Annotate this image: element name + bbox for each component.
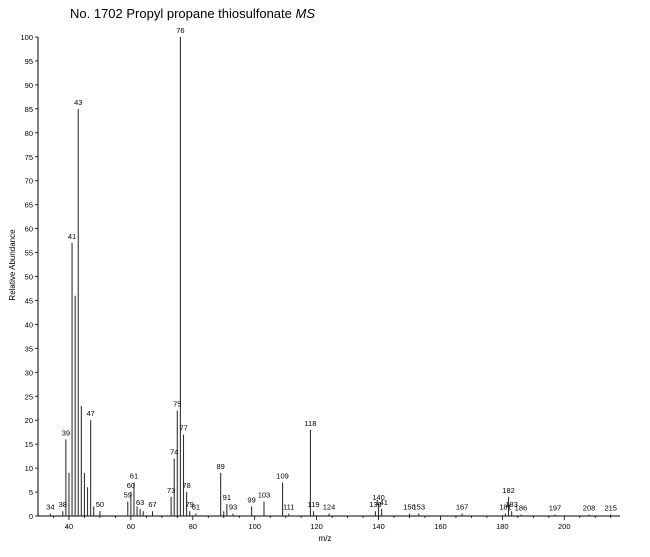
peak-label: 81 bbox=[192, 503, 200, 512]
peak-label: 75 bbox=[173, 400, 181, 409]
peak-label: 78 bbox=[182, 481, 190, 490]
peak-label: 34 bbox=[46, 503, 54, 512]
peak-label: 124 bbox=[323, 503, 336, 512]
peak-label: 93 bbox=[229, 503, 237, 512]
chart-title: No. 1702 Propyl propane thiosulfonate MS bbox=[70, 6, 315, 21]
y-tick-label: 65 bbox=[25, 201, 33, 210]
peak-label: 67 bbox=[148, 500, 156, 509]
peak-label: 50 bbox=[96, 500, 104, 509]
y-tick-label: 40 bbox=[25, 320, 33, 329]
x-tick-label: 200 bbox=[558, 522, 571, 531]
y-tick-label: 15 bbox=[25, 440, 33, 449]
y-tick-label: 55 bbox=[25, 249, 33, 258]
y-tick-label: 0 bbox=[29, 512, 33, 521]
y-tick-label: 30 bbox=[25, 368, 33, 377]
x-tick-label: 120 bbox=[310, 522, 323, 531]
peak-label: 111 bbox=[283, 503, 294, 512]
y-tick-label: 20 bbox=[25, 416, 33, 425]
peak-label: 59 bbox=[124, 491, 132, 500]
peak-label: 118 bbox=[304, 419, 316, 428]
x-tick-label: 80 bbox=[189, 522, 197, 531]
peak-label: 79 bbox=[186, 500, 194, 509]
y-tick-label: 60 bbox=[25, 225, 33, 234]
peak-label: 76 bbox=[176, 26, 184, 35]
x-tick-label: 100 bbox=[248, 522, 261, 531]
y-axis-label: Relative Abundance bbox=[8, 229, 17, 301]
x-axis-label: m/z bbox=[319, 534, 332, 543]
peak-label: 73 bbox=[167, 486, 175, 495]
peak-label: 167 bbox=[456, 503, 469, 512]
y-tick-label: 95 bbox=[25, 57, 33, 66]
peak-label: 74 bbox=[170, 448, 178, 457]
y-tick-label: 75 bbox=[25, 153, 33, 162]
peak-label: 153 bbox=[413, 503, 426, 512]
peak-label: 47 bbox=[86, 409, 94, 418]
peak-label: 215 bbox=[604, 504, 617, 513]
peak-label: 109 bbox=[276, 471, 289, 480]
y-tick-label: 5 bbox=[29, 488, 33, 497]
y-tick-label: 35 bbox=[25, 344, 33, 353]
peak-label: 141 bbox=[375, 498, 388, 507]
x-tick-label: 140 bbox=[372, 522, 385, 531]
peak-label: 182 bbox=[502, 486, 515, 495]
y-tick-label: 45 bbox=[25, 296, 33, 305]
chart-axes: 0 5 10 15 20 25 30 35 40 45 50 55 60 65 70 75 80 85 90 95 10… bbox=[20, 33, 620, 531]
peak-label: 181 bbox=[499, 503, 512, 512]
x-tick-label: 60 bbox=[127, 522, 135, 531]
peak-label: 38 bbox=[59, 500, 67, 509]
peak-label: 99 bbox=[247, 495, 255, 504]
peak-label: 77 bbox=[179, 424, 187, 433]
y-tick-label: 80 bbox=[25, 129, 33, 138]
peak-label: 60 bbox=[127, 481, 135, 490]
peak-label: 140 bbox=[372, 493, 385, 502]
peak-label: 186 bbox=[515, 504, 528, 513]
y-tick-label: 100 bbox=[20, 33, 33, 42]
peak-label: 119 bbox=[308, 500, 320, 509]
y-tick-label: 25 bbox=[25, 392, 33, 401]
peak-label: 61 bbox=[130, 471, 138, 480]
y-tick-label: 90 bbox=[25, 81, 33, 90]
y-tick-label: 85 bbox=[25, 105, 33, 114]
peak-label: 103 bbox=[258, 491, 271, 500]
chart-title-main: No. 1702 Propyl propane thiosulfonate bbox=[70, 6, 292, 21]
peak-label: 39 bbox=[62, 428, 70, 437]
chart-peaks bbox=[49, 37, 612, 516]
peak-label: 63 bbox=[136, 498, 144, 507]
peak-label: 41 bbox=[68, 232, 76, 241]
peak-label: 89 bbox=[216, 462, 224, 471]
peak-label: 197 bbox=[549, 504, 562, 513]
peak-label: 139 bbox=[369, 500, 382, 509]
x-tick-label: 40 bbox=[65, 522, 73, 531]
y-tick-label: 10 bbox=[25, 464, 33, 473]
y-tick-label: 50 bbox=[25, 273, 33, 282]
peak-label: 43 bbox=[74, 98, 82, 107]
peak-label: 91 bbox=[223, 493, 231, 502]
x-tick-label: 160 bbox=[434, 522, 447, 531]
x-tick-label: 180 bbox=[496, 522, 509, 531]
peak-label: 183 bbox=[505, 500, 518, 509]
y-tick-label: 70 bbox=[25, 177, 33, 186]
chart-title-suffix: MS bbox=[295, 6, 316, 21]
peak-label: 208 bbox=[583, 504, 596, 513]
peak-label: 150 bbox=[403, 503, 416, 512]
